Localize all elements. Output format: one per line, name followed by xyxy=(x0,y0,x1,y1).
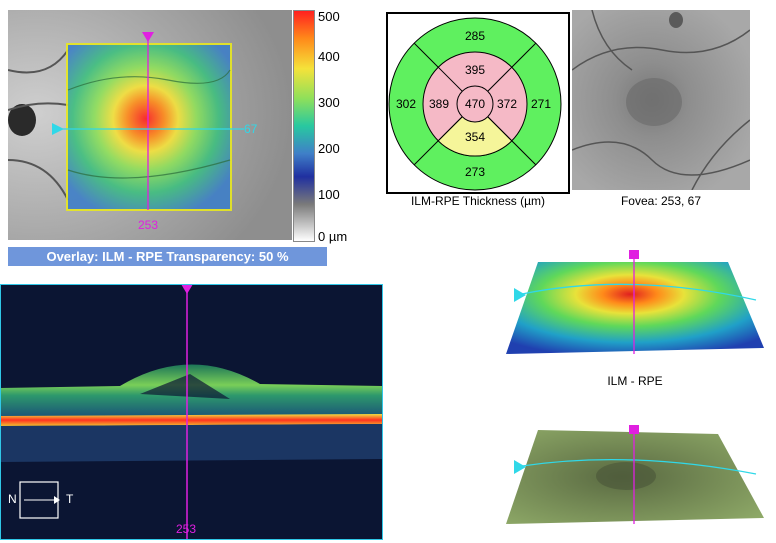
vertical-marker-label: 253 xyxy=(138,218,159,232)
outer-nasal-thickness: 302 xyxy=(395,97,417,111)
thickness-color-scale xyxy=(293,10,315,242)
inner-inferior-thickness: 354 xyxy=(464,130,486,144)
fovea-graphic xyxy=(572,10,750,190)
overlay-caption-bar: Overlay: ILM - RPE Transparency: 50 % xyxy=(8,247,327,266)
thickness-grid-caption: ILM-RPE Thickness (µm) xyxy=(410,194,546,208)
fovea-fundus-image[interactable] xyxy=(572,10,750,190)
center-thickness: 470 xyxy=(464,97,486,111)
scale-tick: 200 xyxy=(318,141,340,156)
scale-tick: 400 xyxy=(318,49,340,64)
outer-temporal-thickness: 271 xyxy=(530,97,552,111)
horizontal-marker-label: 67 xyxy=(244,122,258,136)
fundus-overlay-graphic xyxy=(8,10,292,240)
orientation-temporal-label: T xyxy=(66,492,74,506)
fundus-3d-graphic xyxy=(506,425,764,524)
bscan-frame xyxy=(0,284,383,540)
scale-tick: 300 xyxy=(318,95,340,110)
inner-nasal-thickness: 389 xyxy=(428,97,450,111)
thickness-3d-graphic xyxy=(506,250,764,354)
scale-tick: 100 xyxy=(318,187,340,202)
etdrs-grid-graphic xyxy=(388,17,562,191)
bscan-marker-label: 253 xyxy=(176,522,197,536)
orientation-nasal-label: N xyxy=(8,492,17,506)
etdrs-thickness-grid[interactable]: 470 395 389 372 354 285 302 271 273 xyxy=(386,12,570,194)
fundus-3d-surface[interactable] xyxy=(500,420,776,530)
thickness-3d-surface[interactable] xyxy=(500,250,776,360)
inner-temporal-thickness: 372 xyxy=(496,97,518,111)
scale-tick: 500 xyxy=(318,9,340,24)
inner-superior-thickness: 395 xyxy=(464,63,486,77)
scale-tick: 0 µm xyxy=(318,229,348,244)
surface-caption: ILM - RPE xyxy=(607,374,663,388)
fovea-caption: Fovea: 253, 67 xyxy=(620,194,702,208)
oct-bscan-image[interactable]: 253 N T xyxy=(0,284,383,540)
bscan-graphic xyxy=(0,284,383,540)
outer-inferior-thickness: 273 xyxy=(464,165,486,179)
fundus-overlay-image[interactable]: 253 67 xyxy=(8,10,292,240)
outer-superior-thickness: 285 xyxy=(464,29,486,43)
